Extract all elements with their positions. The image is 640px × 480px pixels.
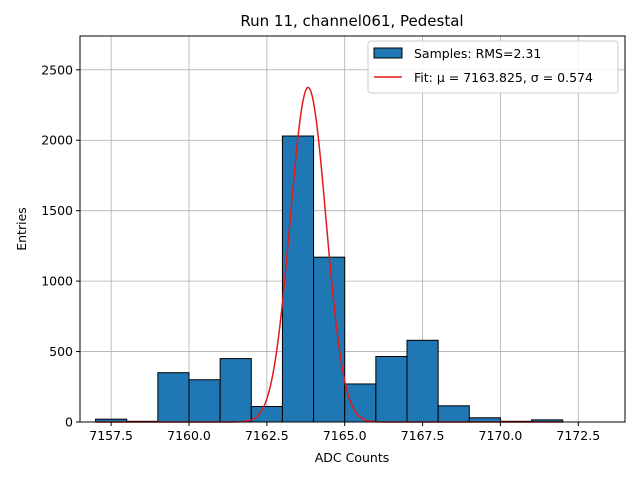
- x-tick-label: 7160.0: [167, 428, 211, 443]
- y-tick-label: 1000: [41, 274, 73, 289]
- histogram-bar: [437, 405, 470, 423]
- x-tick-label: 7162.5: [245, 428, 289, 443]
- y-tick-label: 500: [49, 344, 73, 359]
- legend-fit-label: Fit: μ = 7163.825, σ = 0.574: [414, 70, 593, 85]
- histogram-bar: [406, 339, 439, 423]
- x-tick-label: 7157.5: [89, 428, 133, 443]
- y-tick-label: 0: [65, 415, 73, 430]
- histogram-bars: [95, 135, 564, 423]
- x-tick-label: 7170.0: [479, 428, 523, 443]
- x-tick-label: 7172.5: [556, 428, 600, 443]
- legend-frame: [367, 40, 619, 94]
- chart-title: Run 11, channel061, Pedestal: [240, 12, 463, 30]
- histogram-bar: [157, 372, 190, 423]
- plot-frame: [79, 35, 626, 423]
- histogram-bar: [250, 406, 283, 423]
- y-tick-label: 1500: [41, 203, 73, 218]
- y-axis-ticks: 0 500 1000 1500 2000 2500: [41, 62, 80, 430]
- x-axis-label: ADC Counts: [315, 450, 390, 465]
- y-tick-label: 2000: [41, 133, 73, 148]
- y-axis-label: Entries: [14, 207, 29, 251]
- legend-histogram-swatch: [373, 47, 403, 59]
- y-tick-label: 2500: [41, 62, 73, 77]
- histogram-bar: [188, 379, 221, 423]
- x-tick-label: 7167.5: [401, 428, 445, 443]
- legend: Samples: RMS=2.31 Fit: μ = 7163.825, σ =…: [367, 40, 619, 94]
- histogram-bar: [281, 135, 315, 423]
- legend-histogram-label: Samples: RMS=2.31: [414, 46, 541, 61]
- histogram-bar: [219, 358, 252, 423]
- histogram-bar: [313, 256, 346, 423]
- histogram-bar: [375, 355, 408, 423]
- x-axis-ticks: 7157.5 7160.0 7162.5 7165.0 7167.5 7170.0 7172…: [89, 422, 600, 443]
- x-tick-label: 7165.0: [323, 428, 367, 443]
